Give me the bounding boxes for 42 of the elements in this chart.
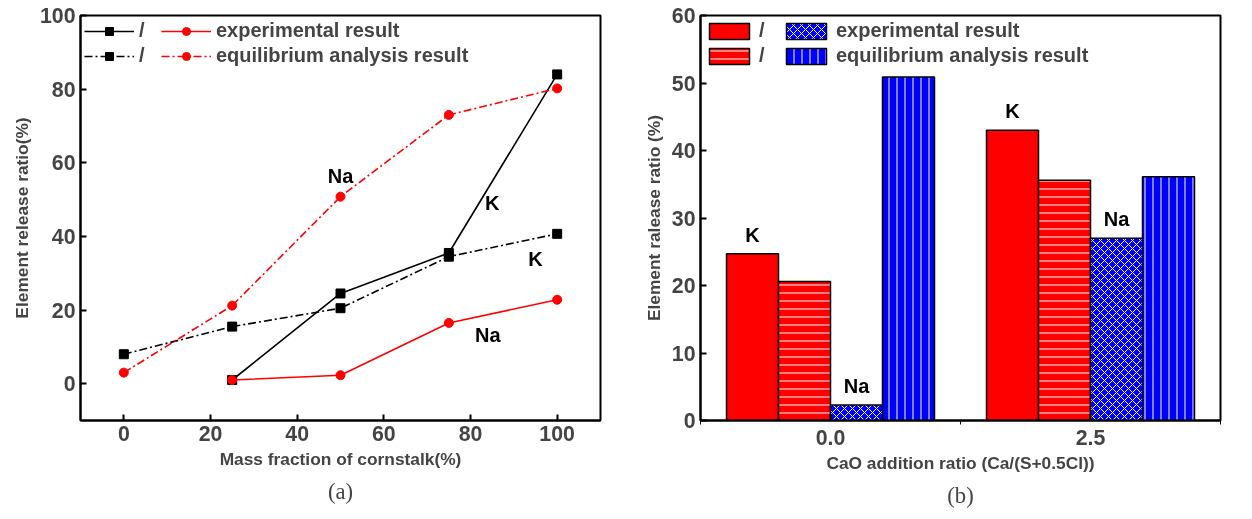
- annotation: Na: [843, 374, 871, 397]
- x-tick-label: 2.5: [1075, 425, 1106, 450]
- annotation: K: [1005, 100, 1021, 123]
- legend-label: /: [139, 19, 146, 42]
- y-tick-label: 100: [39, 4, 76, 28]
- legend-label: experimental result: [836, 19, 1020, 42]
- annotation: Na: [1103, 208, 1131, 231]
- x-tick-label: 100: [539, 421, 575, 446]
- annotation: K: [528, 248, 544, 271]
- x-axis-title: Mass fraction of cornstalk(%): [219, 448, 462, 469]
- y-axis-title: Element ralease ratio (%): [643, 114, 664, 322]
- legend-label: /: [759, 19, 766, 42]
- text: (a): [327, 478, 354, 504]
- y-tick-label: 30: [671, 206, 696, 231]
- y-tick-label: 80: [51, 77, 76, 102]
- y-tick-label: 60: [51, 151, 76, 176]
- y-axis-title: Element release ratio(%): [11, 117, 32, 319]
- y-tick-label: 20: [51, 298, 76, 323]
- x-tick-label: 60: [371, 421, 396, 446]
- y-tick-label: 0: [63, 372, 76, 397]
- annotation: K: [484, 191, 500, 214]
- x-tick-label: 0.0: [815, 425, 846, 450]
- legend-label: /: [139, 44, 146, 67]
- x-tick-label: 0: [117, 421, 130, 446]
- legend-label: equilibrium analysis result: [836, 44, 1089, 67]
- x-axis-title: CaO addition ratio (Ca/(S+0.5Cl)): [826, 452, 1095, 473]
- annotation: Na: [475, 324, 502, 347]
- x-tick-label: 80: [458, 421, 483, 446]
- annotation: Na: [327, 164, 355, 187]
- legend-label: /: [759, 44, 766, 67]
- x-tick-label: 20: [198, 421, 223, 446]
- y-tick-label: 60: [671, 4, 696, 28]
- y-tick-label: 20: [671, 274, 696, 298]
- legend-label: experimental result: [216, 19, 400, 42]
- y-tick-label: 10: [671, 341, 696, 366]
- text: (b): [947, 482, 974, 508]
- annotation: K: [745, 223, 761, 246]
- y-tick-label: 40: [671, 139, 696, 163]
- legend-label: equilibrium analysis result: [216, 44, 469, 67]
- y-tick-label: 40: [51, 224, 76, 249]
- x-tick-label: 40: [285, 421, 310, 446]
- y-tick-label: 50: [671, 71, 696, 96]
